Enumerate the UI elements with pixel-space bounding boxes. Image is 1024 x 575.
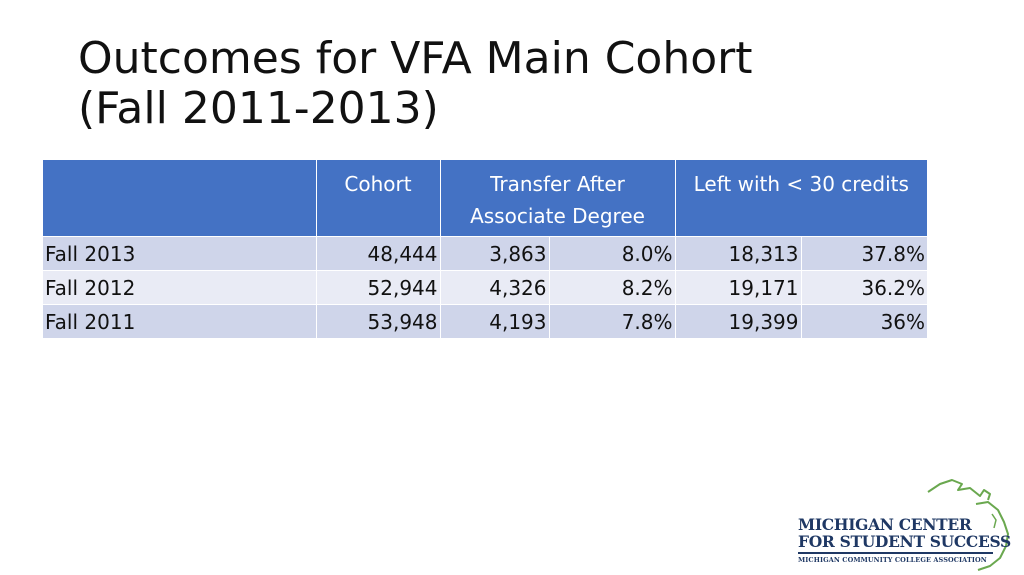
logo-text: MICHIGAN CENTER FOR STUDENT SUCCESS MICH… [798, 516, 1020, 564]
transfer-pct-cell: 8.0% [548, 236, 675, 271]
logo-line1: MICHIGAN CENTER [798, 515, 972, 534]
table-row: Fall 2013 48,444 3,863 8.0% 18,313 37.8% [43, 236, 928, 271]
logo-divider [798, 552, 993, 554]
mcss-logo: MICHIGAN CENTER FOR STUDENT SUCCESS MICH… [798, 474, 1020, 572]
outcomes-table: Cohort Transfer After Associate Degree L… [43, 160, 928, 338]
header-transfer: Transfer After Associate Degree [439, 160, 675, 237]
row-label: Fall 2013 [43, 236, 316, 271]
table-row: Fall 2011 53,948 4,193 7.8% 19,399 36% [43, 304, 928, 338]
left-pct-cell: 37.8% [800, 236, 928, 271]
row-label: Fall 2012 [43, 270, 316, 305]
header-blank [43, 160, 316, 237]
table-row: Fall 2012 52,944 4,326 8.2% 19,171 36.2% [43, 270, 928, 305]
transfer-pct-cell: 7.8% [548, 304, 675, 338]
header-cohort: Cohort [315, 160, 440, 237]
transfer-cell: 4,193 [439, 304, 549, 338]
slide-title: Outcomes for VFA Main Cohort (Fall 2011-… [78, 34, 878, 134]
transfer-pct-cell: 8.2% [548, 270, 675, 305]
cohort-cell: 53,948 [315, 304, 440, 338]
transfer-cell: 4,326 [439, 270, 549, 305]
left-cell: 19,399 [674, 304, 801, 338]
header-left-credits: Left with < 30 credits [674, 160, 928, 237]
slide-title-line2: (Fall 2011-2013) [78, 83, 439, 134]
cohort-cell: 48,444 [315, 236, 440, 271]
row-label: Fall 2011 [43, 304, 316, 338]
slide-title-line1: Outcomes for VFA Main Cohort [78, 33, 753, 84]
left-cell: 19,171 [674, 270, 801, 305]
logo-line2: FOR STUDENT SUCCESS [798, 532, 1011, 551]
cohort-cell: 52,944 [315, 270, 440, 305]
left-cell: 18,313 [674, 236, 801, 271]
left-pct-cell: 36% [800, 304, 928, 338]
table-header-row: Cohort Transfer After Associate Degree L… [43, 160, 928, 237]
logo-line3: MICHIGAN COMMUNITY COLLEGE ASSOCIATION [798, 556, 987, 564]
transfer-cell: 3,863 [439, 236, 549, 271]
michigan-map-outline-icon [927, 479, 1009, 571]
left-pct-cell: 36.2% [800, 270, 928, 305]
